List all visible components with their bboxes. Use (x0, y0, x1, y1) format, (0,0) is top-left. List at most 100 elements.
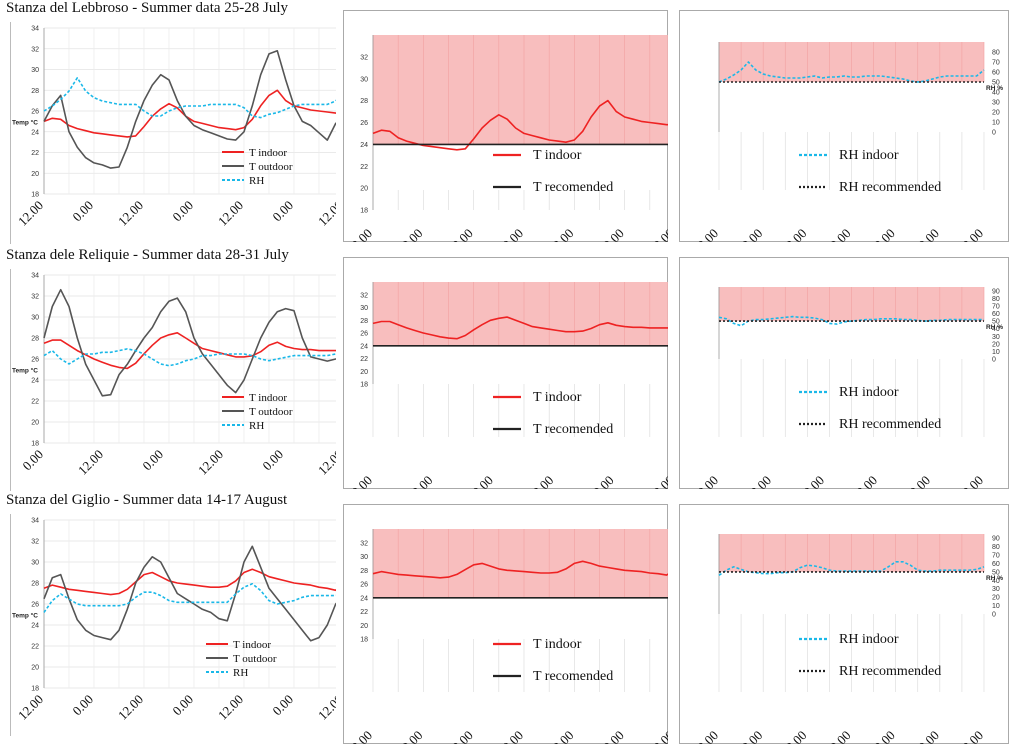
y2-tick-label: 50 (992, 80, 1000, 87)
y-tick-label: 28 (31, 581, 39, 588)
y-tick-label: 18 (31, 686, 39, 693)
y-axis-title: Temp °C (12, 366, 38, 374)
legend-label-t-outdoor: T outdoor (249, 406, 293, 418)
y-tick-label: 32 (31, 46, 39, 53)
legend-label-t-indoor: T indoor (533, 637, 582, 652)
x-tick-label: 12.00 (215, 692, 246, 723)
y-tick-label: 22 (31, 150, 39, 157)
y-tick-label: 30 (31, 67, 39, 74)
chart-title: Stanza del Giglio - Summer data 14-17 Au… (6, 492, 288, 508)
series-rh-line (43, 583, 345, 613)
y-tick-label: 24 (360, 142, 368, 149)
y-tick-label: 30 (360, 554, 368, 561)
y-tick-label: 26 (31, 602, 39, 609)
chart-title: Stanza del Lebbroso - Summer data 25-28 … (6, 0, 289, 16)
y2-tick-label: 60 (992, 561, 1000, 568)
y-tick-label: 28 (360, 568, 368, 575)
y-tick-label: 34 (31, 518, 39, 525)
y2-tick-label: 90 (992, 288, 1000, 295)
y-tick-label: 32 (31, 539, 39, 546)
y2-tick-label: 60 (992, 70, 1000, 77)
y-axis-title: Temp °C (12, 118, 38, 126)
y-tick-label: 30 (31, 560, 39, 567)
y-tick-label: 18 (31, 441, 39, 448)
x-tick-label: 12.00 (315, 198, 336, 229)
x-tick-label: 12.00 (15, 692, 46, 723)
legend-label-rh-indoor: RH indoor (839, 632, 899, 647)
y2-tick-label: 10 (992, 349, 1000, 356)
y-tick-label: 22 (31, 644, 39, 651)
y2-tick-label: 80 (992, 544, 1000, 551)
y-tick-label: 32 (360, 292, 368, 299)
giglio-rh-panel: 0 10 20 30 40 50 60 70 80 90 RH % 12.00 0.00 12.00 0.0… (679, 504, 1009, 754)
y-tick-label: 24 (31, 623, 39, 630)
y-tick-label: 24 (31, 129, 39, 136)
x-tick-label: 12.00 (195, 447, 226, 478)
legend-label-rh-recommended: RH recommended (839, 664, 941, 679)
shaded-zone (373, 529, 675, 598)
series-t-outdoor-line (43, 49, 345, 169)
series-rh-line (43, 348, 344, 367)
legend-label-rh-indoor: RH indoor (839, 385, 899, 400)
y-tick-label: 22 (360, 609, 368, 616)
series-t-indoor-line (372, 99, 675, 151)
y2-axis-title: RH % (986, 324, 1003, 331)
y-tick-label: 30 (360, 305, 368, 312)
x-tick-label: 12.00 (75, 447, 106, 478)
y2-tick-label: 80 (992, 296, 1000, 303)
y2-tick-label: 80 (992, 50, 1000, 57)
y-tick-label: 34 (31, 26, 39, 33)
x-tick-label: 12.00 (315, 692, 336, 723)
reliquie-combined-panel: 1820222426283032340102030405060708090100… (10, 269, 363, 491)
reliquie-t-panel: 18 20 22 24 26 28 30 32 0.00 12.00 0.00 12.00 0.00 12… (343, 257, 677, 504)
shaded-zone (373, 35, 675, 145)
legend-label-t-indoor: T indoor (249, 392, 287, 404)
chart-title: Stanza dele Reliquie - Summer data 28-31… (6, 247, 289, 263)
legend-label-t-indoor: T indoor (233, 639, 271, 651)
shaded-zone (373, 282, 675, 346)
y-tick-label: 34 (31, 273, 39, 280)
y-tick-label: 30 (360, 76, 368, 83)
y-tick-label: 18 (360, 208, 368, 215)
y2-axis-title: RH % (986, 85, 1003, 92)
legend-label-t-outdoor: T outdoor (249, 161, 293, 173)
x-tick-label: 12.00 (15, 198, 46, 229)
lebbroso-rh-panel: 0 10 20 30 40 50 60 70 80 RH % 12.00 0.00 12.00 0.00 1… (679, 10, 1009, 257)
y2-axis-title: RH % (986, 575, 1003, 582)
x-tick-label: 0.00 (169, 692, 196, 719)
y2-tick-label: 10 (992, 603, 1000, 610)
y-tick-label: 22 (360, 164, 368, 171)
y-axis-title: Temp °C (12, 611, 38, 619)
y-tick-label: 20 (31, 420, 39, 427)
y-tick-label: 26 (360, 582, 368, 589)
y2-tick-label: 90 (992, 536, 1000, 543)
y2-tick-label: 40 (992, 326, 1000, 333)
x-tick-label: 12.00 (115, 692, 146, 723)
y2-tick-label: 20 (992, 110, 1000, 117)
y2-tick-label: 50 (992, 569, 1000, 576)
y-tick-label: 20 (360, 369, 368, 376)
y-tick-label: 20 (31, 665, 39, 672)
y2-tick-label: 70 (992, 553, 1000, 560)
y-tick-label: 18 (360, 637, 368, 644)
giglio-combined-chart: 1820222426283032340102030405060708090100… (10, 514, 363, 736)
y2-tick-label: 40 (992, 578, 1000, 585)
series-t-indoor-line (43, 89, 344, 138)
legend-label-t-indoor: T indoor (249, 147, 287, 159)
y-tick-label: 28 (360, 98, 368, 105)
y2-tick-label: 60 (992, 311, 1000, 318)
legend-label-rh-indoor: RH indoor (839, 148, 899, 163)
y-tick-label: 18 (360, 382, 368, 389)
x-tick-label: 12.00 (315, 447, 336, 478)
x-tick-label: 0.00 (69, 198, 96, 225)
y-tick-label: 26 (31, 109, 39, 116)
x-tick-label: 0.00 (139, 447, 166, 474)
legend-label-rh-recommended: RH recommended (839, 180, 941, 195)
x-tick-label: 12.00 (215, 198, 246, 229)
y2-tick-label: 0 (992, 612, 996, 619)
